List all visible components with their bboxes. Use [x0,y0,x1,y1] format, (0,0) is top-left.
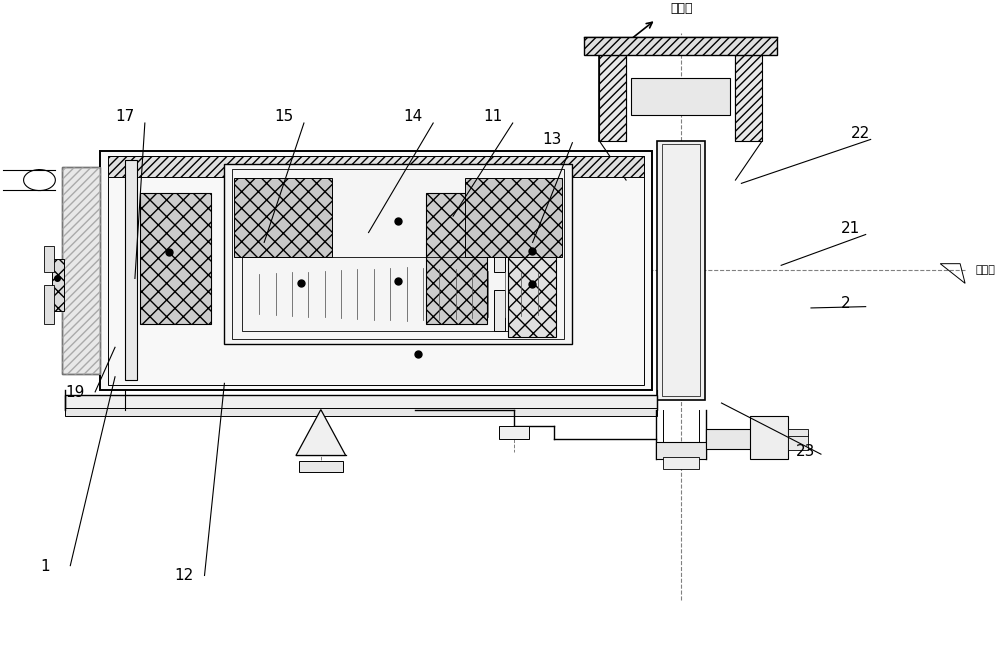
Bar [494,290,505,332]
Bar [62,167,100,374]
Text: 12: 12 [175,568,194,583]
Bar [108,156,644,176]
Bar [65,395,657,410]
Bar [788,434,808,450]
Text: 15: 15 [274,109,293,125]
Text: 进水口: 进水口 [975,265,995,275]
Bar [232,169,564,339]
Text: 出水口: 出水口 [671,2,693,15]
Bar [657,141,705,400]
Bar [62,167,100,374]
Bar [44,285,54,324]
Text: 23: 23 [796,444,815,459]
Bar [599,55,626,141]
Text: 13: 13 [543,133,562,147]
Text: 22: 22 [851,126,870,141]
Bar [140,193,211,324]
Bar [499,426,529,439]
Bar [750,423,775,456]
Bar [52,259,64,311]
Bar [584,37,777,55]
Bar [788,430,808,436]
Bar [750,416,788,459]
Text: 11: 11 [483,109,502,125]
Text: 19: 19 [65,385,85,400]
Bar [663,457,699,469]
Bar [65,408,657,416]
Bar [426,193,487,324]
Bar [631,79,730,115]
Bar [299,462,343,472]
Bar [706,430,760,449]
Bar [44,246,54,272]
Text: 2: 2 [841,296,850,311]
Text: 1: 1 [40,559,50,573]
Bar [100,151,652,390]
Text: 14: 14 [403,109,423,125]
Polygon shape [296,410,346,456]
Bar [125,161,137,380]
Bar [465,178,562,258]
Bar [234,178,332,258]
Bar [735,55,762,141]
Bar [656,442,706,459]
Text: 17: 17 [115,109,134,125]
Bar [662,144,700,396]
Text: 21: 21 [841,221,860,236]
Bar [242,258,554,331]
Bar [494,236,505,272]
Bar [108,156,644,385]
Bar [224,164,572,344]
Bar [508,218,556,338]
